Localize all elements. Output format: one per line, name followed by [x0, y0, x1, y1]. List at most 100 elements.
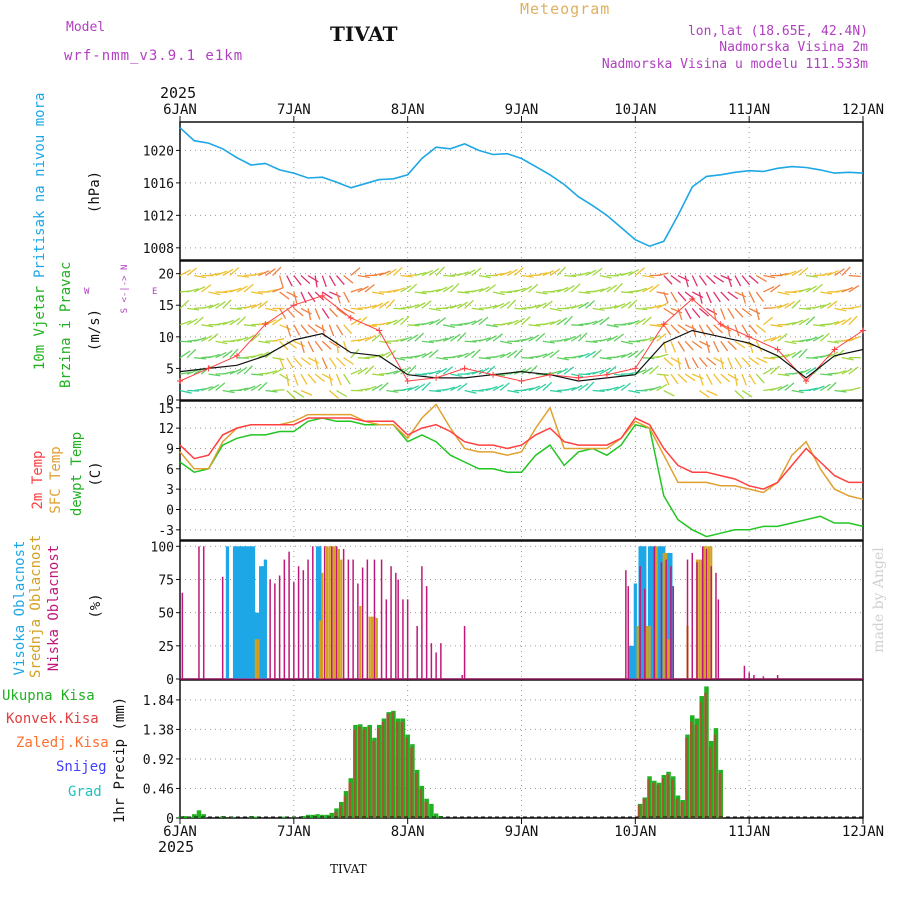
- y-tick-label: 25: [158, 640, 174, 655]
- wind-arrow: [414, 302, 426, 309]
- wind-arrow: [179, 340, 193, 343]
- wind-arrow: [763, 286, 775, 293]
- wind-arrow: [350, 287, 363, 293]
- wind-arrow: [371, 333, 382, 342]
- wind-arrow: [250, 383, 262, 392]
- wind-arrow: [250, 332, 261, 342]
- wind-arrow: [841, 286, 854, 293]
- cloud-bar-low: [397, 579, 399, 679]
- cloud-bar-low: [705, 548, 708, 679]
- wind-arrow: [457, 382, 468, 392]
- wind-arrow: [627, 350, 639, 359]
- cloud-bar-mid: [655, 546, 658, 679]
- wind-arrow: [755, 324, 767, 333]
- wind-arrow: [222, 350, 233, 359]
- wind-arrow: [272, 389, 285, 392]
- wind-compass-w: W: [84, 287, 90, 297]
- wind-arrow: [336, 389, 348, 398]
- wind-arrow: [492, 272, 505, 277]
- cloud-bar-mid: [698, 559, 701, 679]
- wind-arrow: [549, 389, 562, 393]
- cloud-bar-low: [665, 559, 667, 679]
- x-tick-label-bottom: 9JAN: [505, 824, 539, 840]
- wind-arrow: [286, 390, 296, 400]
- wind-arrow: [485, 335, 497, 342]
- wind-arrow: [720, 308, 726, 320]
- wind-arrow: [328, 357, 337, 368]
- wind-arrow: [798, 317, 810, 326]
- wind-arrow: [364, 334, 376, 342]
- wind-arrow: [499, 270, 512, 277]
- cloud-bar-low: [696, 562, 698, 679]
- temp-label-2: SFC Temp: [48, 446, 64, 514]
- wind-arrow: [827, 351, 839, 359]
- wind-arrow: [293, 291, 298, 304]
- wind-arrow: [698, 291, 703, 304]
- cloud-bar-mid: [333, 546, 336, 679]
- cloud-bar-mid: [325, 546, 329, 679]
- wind-arrow: [421, 340, 434, 344]
- wind-gust-marker: [262, 321, 269, 328]
- y-tick-label: 1.84: [143, 694, 174, 709]
- wind-arrow: [713, 340, 720, 353]
- wind-arrow: [236, 285, 248, 293]
- wind-arrow: [364, 385, 377, 392]
- x-tick-label-bottom: 10JAN: [614, 824, 656, 840]
- wind-arrow: [478, 337, 491, 342]
- wind-arrow: [784, 382, 795, 392]
- cloud-bar-low: [461, 675, 463, 679]
- wind-arrow: [293, 324, 301, 336]
- wind-gust-marker: [575, 374, 582, 381]
- wind-arrow: [627, 319, 640, 326]
- wind-arrow: [556, 286, 569, 293]
- cloud-bar-low: [335, 546, 338, 679]
- wind-arrow: [278, 357, 285, 370]
- wind-speed-line: [179, 329, 864, 382]
- cloud-bar-low: [762, 676, 765, 679]
- wind-arrow: [514, 307, 527, 310]
- cloud-bar-low: [312, 546, 314, 679]
- model-label: Model: [66, 20, 106, 35]
- wind-arrow: [286, 324, 292, 337]
- wind-arrow: [293, 357, 303, 367]
- wind-arrow: [215, 321, 228, 326]
- wind-arrow: [513, 267, 524, 277]
- wind-arrow: [435, 266, 445, 276]
- cloud-bar-high: [235, 546, 239, 679]
- wind-arrow: [194, 357, 207, 360]
- wind-arrow: [599, 286, 611, 293]
- wind-arrow: [321, 357, 328, 369]
- precip-label-total: Ukupna Kisa: [2, 688, 95, 704]
- cloud-bar-low: [463, 625, 466, 679]
- wind-arrow: [257, 300, 269, 309]
- lonlat-label: lon,lat (18.65E, 42.4N): [687, 24, 868, 39]
- wind-arrow: [464, 389, 477, 394]
- precip-conv-bar: [367, 726, 370, 818]
- wind-arrow: [656, 291, 669, 295]
- wind-arrow: [677, 373, 688, 383]
- cloud-bar-low: [440, 643, 442, 679]
- cloud-bar-mid: [340, 559, 343, 679]
- wind-compass-e: E: [152, 287, 158, 297]
- wind-arrow: [251, 373, 264, 376]
- temp2m-line: [179, 417, 863, 490]
- wind-arrow: [798, 267, 809, 277]
- precip-total-bar: [196, 810, 202, 818]
- wind-arrow: [314, 324, 326, 332]
- wind-arrow: [670, 357, 682, 365]
- wind-arrow: [386, 389, 399, 393]
- wind-arrow: [208, 373, 221, 377]
- wind-arrow: [257, 270, 270, 277]
- cloud-bar-low: [748, 672, 750, 679]
- cloud-bar-low: [653, 546, 656, 679]
- wind-arrow: [335, 291, 341, 304]
- wind-arrow: [414, 291, 427, 295]
- cloud-bar-mid: [328, 546, 331, 679]
- precip-total-bar: [320, 814, 325, 818]
- wind-arrow: [307, 324, 318, 334]
- x-tick-label-bottom: 12JAN: [842, 824, 884, 840]
- y-tick-label: -3: [158, 524, 174, 539]
- wind-arrow: [805, 316, 816, 326]
- wind-arrow: [777, 302, 789, 309]
- cloud-label-2: Srednja Oblacnost: [28, 534, 44, 678]
